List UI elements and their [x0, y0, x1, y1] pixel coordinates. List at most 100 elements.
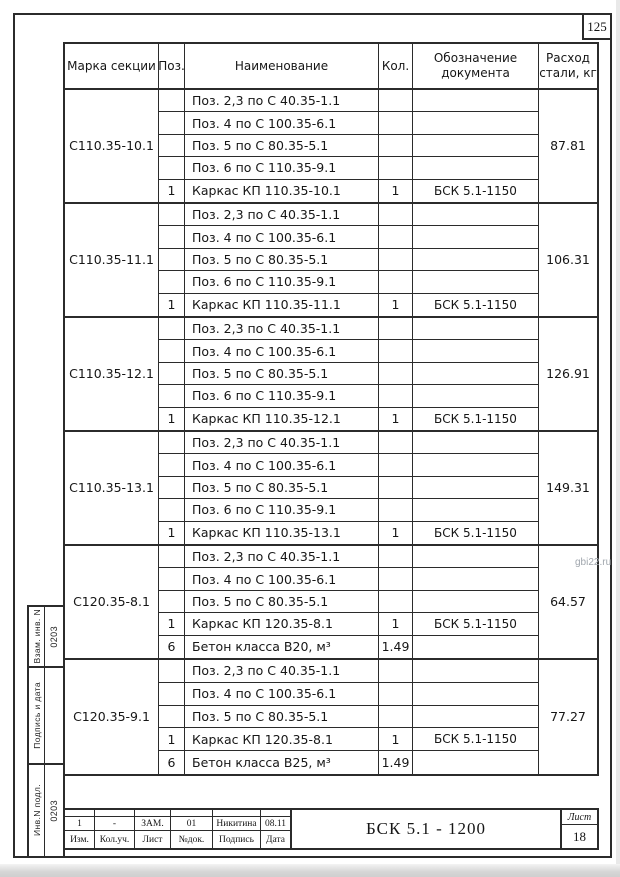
- spec-qty-cell: [379, 157, 413, 180]
- spec-name-cell: Поз. 6 по С 110.35-9.1: [185, 157, 379, 180]
- spec-qty-cell: [379, 226, 413, 249]
- specification-table: Марка секции Поз. Наименование Кол. Обоз…: [63, 42, 599, 776]
- stamp-inv-podl-value: 0203: [49, 799, 59, 822]
- revision-empty-cell: [135, 810, 171, 817]
- revision-label: Кол.уч.: [95, 831, 135, 848]
- spec-section: С120.35-8.1 Поз. 2,3 по С 40.35-1.1 Поз. 4…: [65, 546, 597, 660]
- spec-doc-cell: [413, 454, 539, 477]
- title-block: 1- ЗАМ. 01 Никитина 08.11 Изм. Кол.уч. Лист №док…: [63, 808, 599, 850]
- stamp-podpis-data-value-cell: [45, 668, 63, 763]
- spec-mark-cell: С120.35-9.1: [65, 660, 159, 774]
- spec-steel-cell: 64.57: [550, 594, 586, 610]
- spec-pos-cell: [159, 226, 185, 249]
- spec-section: С110.35-12.1 Поз. 2,3 по С 40.35-1.1 Поз. …: [65, 318, 597, 432]
- spec-qty-cell: 1: [379, 407, 413, 430]
- spec-name-cell: Поз. 2,3 по С 40.35-1.1: [185, 204, 379, 227]
- spec-pos-cell: [159, 705, 185, 729]
- spec-qty-cell: [379, 499, 413, 522]
- page-number: 125: [587, 18, 607, 34]
- scan-edge-bottom: [0, 864, 620, 877]
- spec-qty-cell: [379, 112, 413, 135]
- spec-doc-cell: [413, 134, 539, 158]
- spec-qty-cell: 1: [379, 179, 413, 202]
- spec-doc-cell: БСК 5.1-1150: [413, 613, 539, 636]
- header-doc: Обозначение документа: [413, 44, 539, 88]
- spec-qty-cell: [379, 362, 413, 386]
- revision-empty-cell: [261, 810, 290, 817]
- spec-sections: С110.35-10.1 Поз. 2,3 по С 40.35-1.1 Поз. …: [65, 90, 597, 774]
- spec-name-cell: Поз. 2,3 по С 40.35-1.1: [185, 90, 379, 113]
- stamp-inv-podl-value-cell: 0203: [45, 765, 63, 856]
- stamp-vzam-inv-value-cell: 0203: [45, 607, 63, 666]
- spec-doc-cell: [413, 385, 539, 408]
- spec-pos-cell: [159, 112, 185, 135]
- spec-name-cell: Поз. 5 по С 80.35-5.1: [185, 590, 379, 614]
- spec-name-cell: Поз. 5 по С 80.35-5.1: [185, 705, 379, 729]
- spec-doc-cell: БСК 5.1-1150: [413, 293, 539, 316]
- spec-pos-cell: [159, 362, 185, 386]
- spec-pos-cell: [159, 476, 185, 500]
- spec-doc-cell: [413, 705, 539, 729]
- spec-mark-cell: С110.35-13.1: [65, 432, 159, 544]
- spec-name-cell: Поз. 4 по С 100.35-6.1: [185, 568, 379, 591]
- spec-header-row: Марка секции Поз. Наименование Кол. Обоз…: [65, 44, 597, 90]
- spec-qty-cell: 1: [379, 293, 413, 316]
- revision-empty-cell: [171, 810, 213, 817]
- spec-name-cell: Каркас КП 110.35-11.1: [185, 293, 379, 316]
- spec-pos-cell: 1: [159, 521, 185, 544]
- spec-steel-cell: 77.27: [550, 709, 586, 725]
- spec-qty-cell: [379, 248, 413, 272]
- spec-qty-cell: 1.49: [379, 635, 413, 658]
- spec-mark-cell: С110.35-11.1: [65, 204, 159, 316]
- spec-qty-cell: 1: [379, 613, 413, 636]
- spec-doc-cell: [413, 682, 539, 706]
- spec-pos-cell: [159, 385, 185, 408]
- stamp-inv-podl-label-cell: Инв.N подл.: [29, 765, 45, 856]
- revision-empty-cell: [95, 810, 135, 817]
- spec-doc-cell: [413, 271, 539, 294]
- spec-pos-cell: 1: [159, 407, 185, 430]
- spec-pos-cell: [159, 134, 185, 158]
- spec-pos-cell: [159, 340, 185, 363]
- spec-pos-cell: 1: [159, 728, 185, 752]
- spec-doc-cell: [413, 318, 539, 341]
- spec-name-cell: Поз. 5 по С 80.35-5.1: [185, 134, 379, 158]
- revision-value: Никитина: [213, 817, 261, 831]
- spec-qty-cell: [379, 204, 413, 227]
- spec-pos-cell: [159, 546, 185, 569]
- spec-name-cell: Каркас КП 110.35-13.1: [185, 521, 379, 544]
- revision-value: ЗАМ.: [135, 817, 171, 831]
- spec-doc-cell: [413, 546, 539, 569]
- spec-steel-cell: 87.81: [550, 138, 586, 154]
- spec-doc-cell: [413, 112, 539, 135]
- spec-doc-cell: БСК 5.1-1150: [413, 407, 539, 430]
- stamp-vzam-inv-label: Взам. инв. N: [31, 609, 42, 664]
- spec-pos-cell: [159, 432, 185, 455]
- header-mark: Марка секции: [65, 44, 159, 88]
- spec-name-cell: Каркас КП 120.35-8.1: [185, 613, 379, 636]
- spec-pos-cell: 1: [159, 179, 185, 202]
- spec-name-cell: Бетон класса В20, м³: [185, 635, 379, 658]
- spec-doc-cell: [413, 590, 539, 614]
- spec-name-cell: Поз. 2,3 по С 40.35-1.1: [185, 318, 379, 341]
- spec-doc-cell: [413, 157, 539, 180]
- spec-name-cell: Поз. 6 по С 110.35-9.1: [185, 385, 379, 408]
- spec-pos-cell: [159, 248, 185, 272]
- spec-qty-cell: [379, 476, 413, 500]
- sheet-number: 18: [573, 828, 586, 844]
- spec-pos-cell: [159, 157, 185, 180]
- spec-doc-cell: [413, 362, 539, 386]
- spec-name-cell: Поз. 4 по С 100.35-6.1: [185, 454, 379, 477]
- spec-doc-cell: БСК 5.1-1150: [413, 521, 539, 544]
- header-pos: Поз.: [158, 44, 185, 88]
- revision-value: 08.11: [261, 817, 290, 831]
- stamp-vzam-inv-value: 0203: [49, 625, 59, 648]
- spec-doc-cell: [413, 340, 539, 363]
- spec-qty-cell: [379, 90, 413, 113]
- spec-mark-cell: С110.35-12.1: [65, 318, 159, 430]
- spec-steel-cell: 106.31: [546, 252, 590, 268]
- spec-qty-cell: [379, 590, 413, 614]
- spec-doc-cell: БСК 5.1-1150: [413, 179, 539, 202]
- spec-pos-cell: [159, 568, 185, 591]
- spec-qty-cell: [379, 454, 413, 477]
